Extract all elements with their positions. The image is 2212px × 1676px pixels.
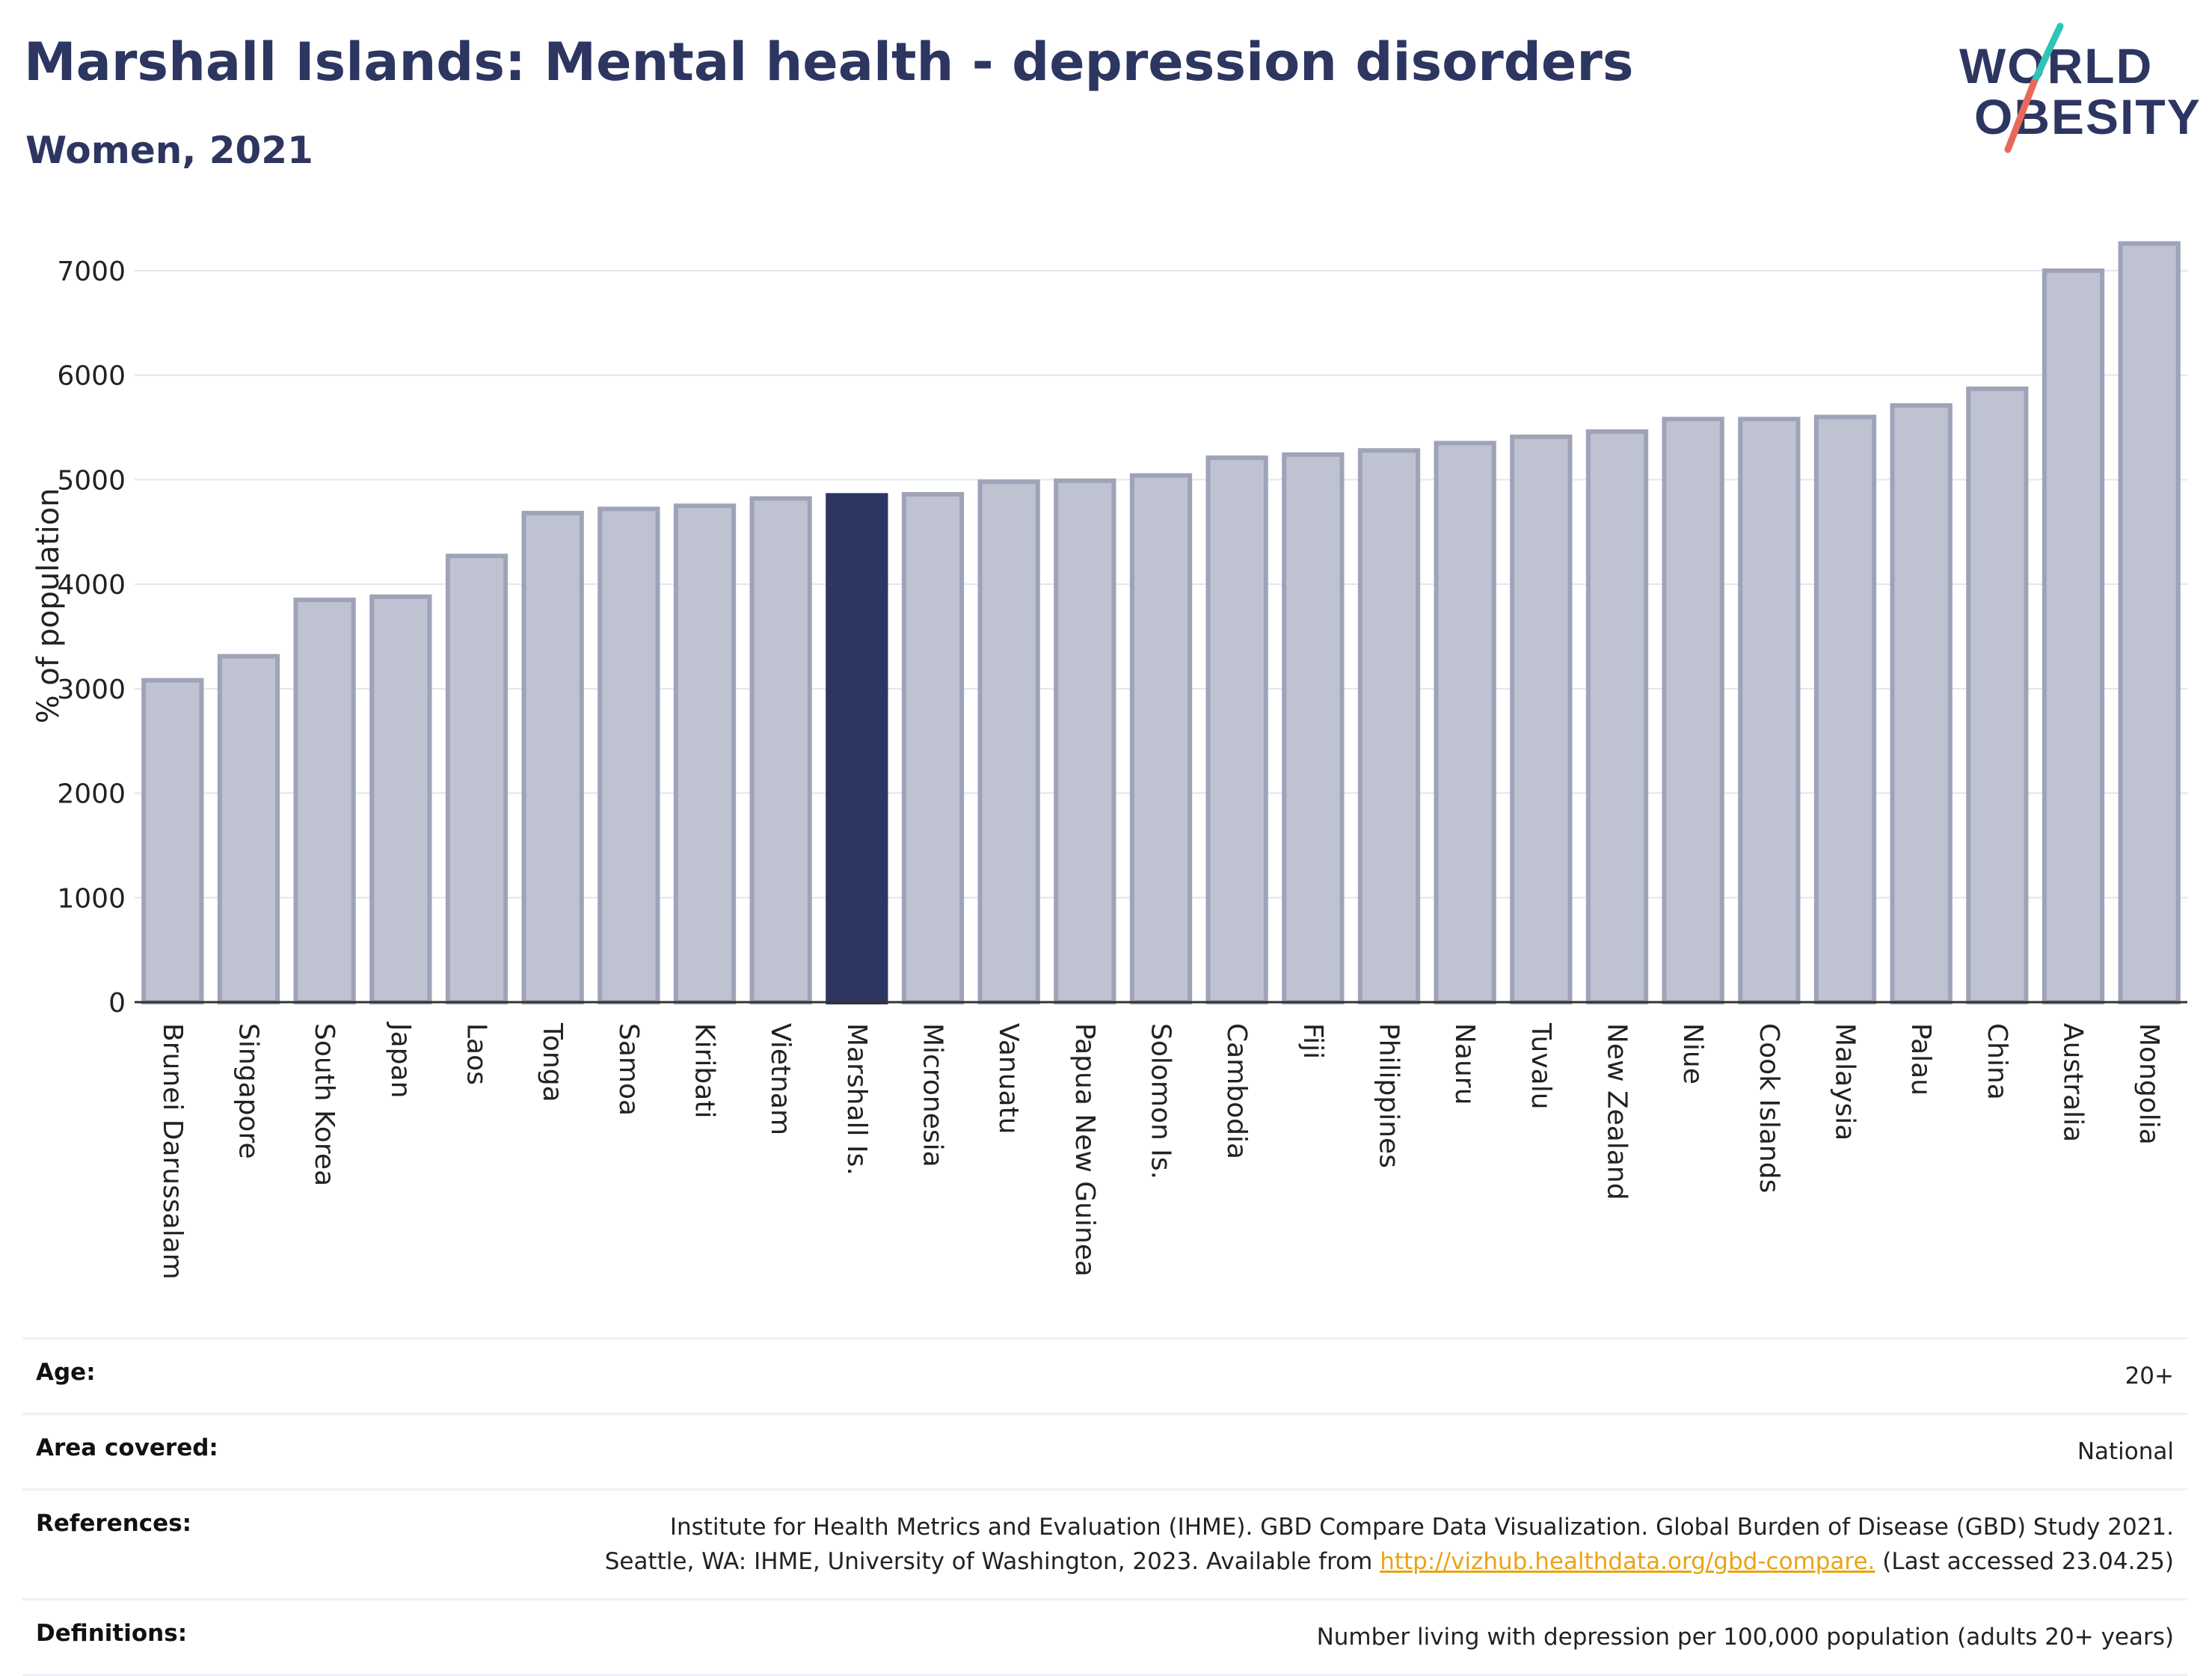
bar-solomon-is- [1129,473,1193,1004]
bar-malaysia [1813,414,1877,1004]
bar-philippines [1357,448,1421,1004]
bar-cook-islands [1738,417,1801,1004]
x-tick-label: Samoa [613,1023,644,1116]
x-tick-label: Philippines [1374,1023,1404,1168]
info-row-area: Area covered: National [22,1413,2187,1488]
x-tick-label: Cambodia [1221,1023,1252,1159]
x-tick-label: Niue [1677,1023,1708,1084]
age-value: 20+ [2125,1363,2174,1390]
bar-laos [445,553,509,1004]
x-tick-label: South Korea [309,1023,340,1186]
area-label: Area covered: [36,1434,218,1461]
references-link[interactable]: http://vizhub.healthdata.org/gbd-compare… [1380,1548,1875,1575]
bar-fiji [1282,452,1345,1004]
definitions-label: Definitions: [36,1620,188,1647]
bar-marshall-is- [826,493,888,1004]
slash-logo-icon [2004,22,2064,153]
bar-chart: 0 1000 2000 3000 4000 5000 6000 7000 Brunei Daru… [31,241,2187,1280]
x-tick-label: Malaysia [1830,1023,1861,1141]
bar-kiribati [673,503,737,1004]
y-tick-label: 0 [108,988,126,1019]
chart-title: Marshall Islands: Mental health - depres… [24,31,1634,93]
bar-singapore [217,654,280,1004]
x-tick-label: Mongolia [2133,1023,2164,1145]
bar-palau [1890,403,1953,1004]
x-tick-label: Australia [2058,1023,2089,1142]
x-tick-label: Marshall Is. [841,1023,872,1176]
bar-papua-new-guinea [1054,478,1116,1004]
references-label: References: [36,1510,192,1537]
bar-brunei-darussalam [141,678,204,1005]
bar-tuvalu [1510,435,1573,1004]
age-label: Age: [36,1359,96,1386]
references-line2-post: (Last accessed 23.04.25) [1875,1548,2174,1575]
references-line2-pre: Seattle, WA: IHME, University of Washing… [604,1548,1380,1575]
references-line1: Institute for Health Metrics and Evaluat… [669,1514,2174,1541]
bar-samoa [597,506,660,1004]
y-tick-label: 5000 [57,465,126,496]
x-tick-label: Solomon Is. [1146,1023,1176,1179]
y-tick-label: 2000 [57,779,126,810]
x-tick-label: Singapore [233,1023,264,1159]
x-tick-label: New Zealand [1602,1023,1632,1200]
x-tick-label: Vietnam [765,1023,796,1135]
info-row-age: Age: 20+ [22,1337,2187,1413]
bar-vanuatu [977,479,1040,1004]
x-tick-label: Vanuatu [993,1023,1024,1135]
info-row-definitions: Definitions: Number living with depressi… [22,1598,2187,1676]
x-tick-label: Palau [1905,1023,1936,1096]
bar-south-korea [293,598,356,1004]
bar-new-zealand [1585,429,1649,1004]
y-tick-label: 6000 [57,361,126,392]
y-tick-label: 4000 [57,570,126,601]
x-tick-label: Brunei Darussalam [157,1023,188,1280]
x-tick-label: Kiribati [689,1023,720,1118]
y-tick-label: 3000 [57,675,126,705]
bar-cambodia [1205,455,1268,1004]
x-tick-label: Laos [461,1023,492,1085]
bar-niue [1662,417,1724,1004]
y-tick-label: 7000 [57,257,126,287]
bar-tonga [521,511,584,1004]
area-value: National [2077,1438,2174,1465]
x-tick-label: Tonga [537,1022,568,1102]
y-tick-label: 1000 [57,883,126,914]
x-tick-label: Micronesia [918,1023,948,1167]
x-tick-label: Tuvalu [1526,1022,1556,1110]
definitions-value: Number living with depression per 100,00… [1316,1624,2174,1651]
x-tick-label: Cook Islands [1754,1023,1784,1193]
x-tick-label: Nauru [1449,1023,1480,1105]
bar-nauru [1434,441,1496,1004]
x-tick-label: Japan [385,1022,416,1098]
x-tick-label: Papua New Guinea [1069,1023,1100,1277]
references-value: Institute for Health Metrics and Evaluat… [605,1510,2174,1579]
bar-australia [2042,268,2105,1005]
info-table: Age: 20+ Area covered: National Referenc… [22,1337,2187,1676]
x-tick-label: Fiji [1297,1023,1328,1059]
bar-micronesia [901,491,965,1004]
logo-line1: WORLD [1959,38,2154,93]
bar-mongolia [2118,241,2181,1004]
chart-subtitle: Women, 2021 [25,129,313,172]
y-axis-label: % of population [31,488,66,724]
bar-china [1966,386,2029,1004]
bar-japan [369,594,432,1004]
x-tick-label: China [1982,1023,2012,1100]
world-obesity-logo: WORLD OBESITY [1944,22,2200,157]
bar-vietnam [749,496,812,1004]
info-row-references: References: Institute for Health Metrics… [22,1488,2187,1598]
